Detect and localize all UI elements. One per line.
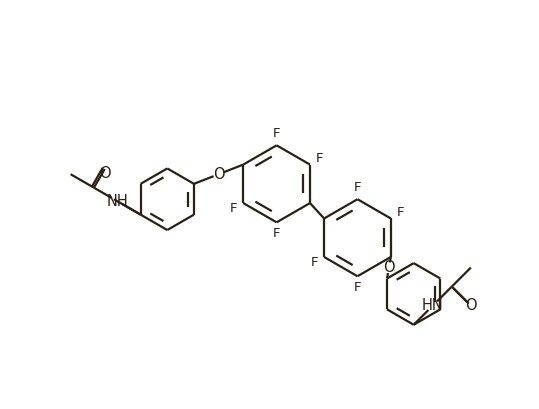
- Text: F: F: [354, 281, 361, 294]
- Text: NH: NH: [106, 193, 128, 209]
- Text: O: O: [383, 260, 395, 275]
- Text: F: F: [273, 127, 280, 140]
- Text: O: O: [213, 167, 224, 182]
- Text: F: F: [354, 181, 361, 194]
- Text: F: F: [273, 227, 280, 240]
- Text: F: F: [316, 152, 324, 165]
- Text: F: F: [230, 202, 237, 216]
- Text: F: F: [310, 256, 318, 269]
- Text: O: O: [99, 166, 110, 181]
- Text: O: O: [465, 298, 476, 313]
- Text: HN: HN: [422, 298, 444, 313]
- Text: F: F: [397, 206, 405, 219]
